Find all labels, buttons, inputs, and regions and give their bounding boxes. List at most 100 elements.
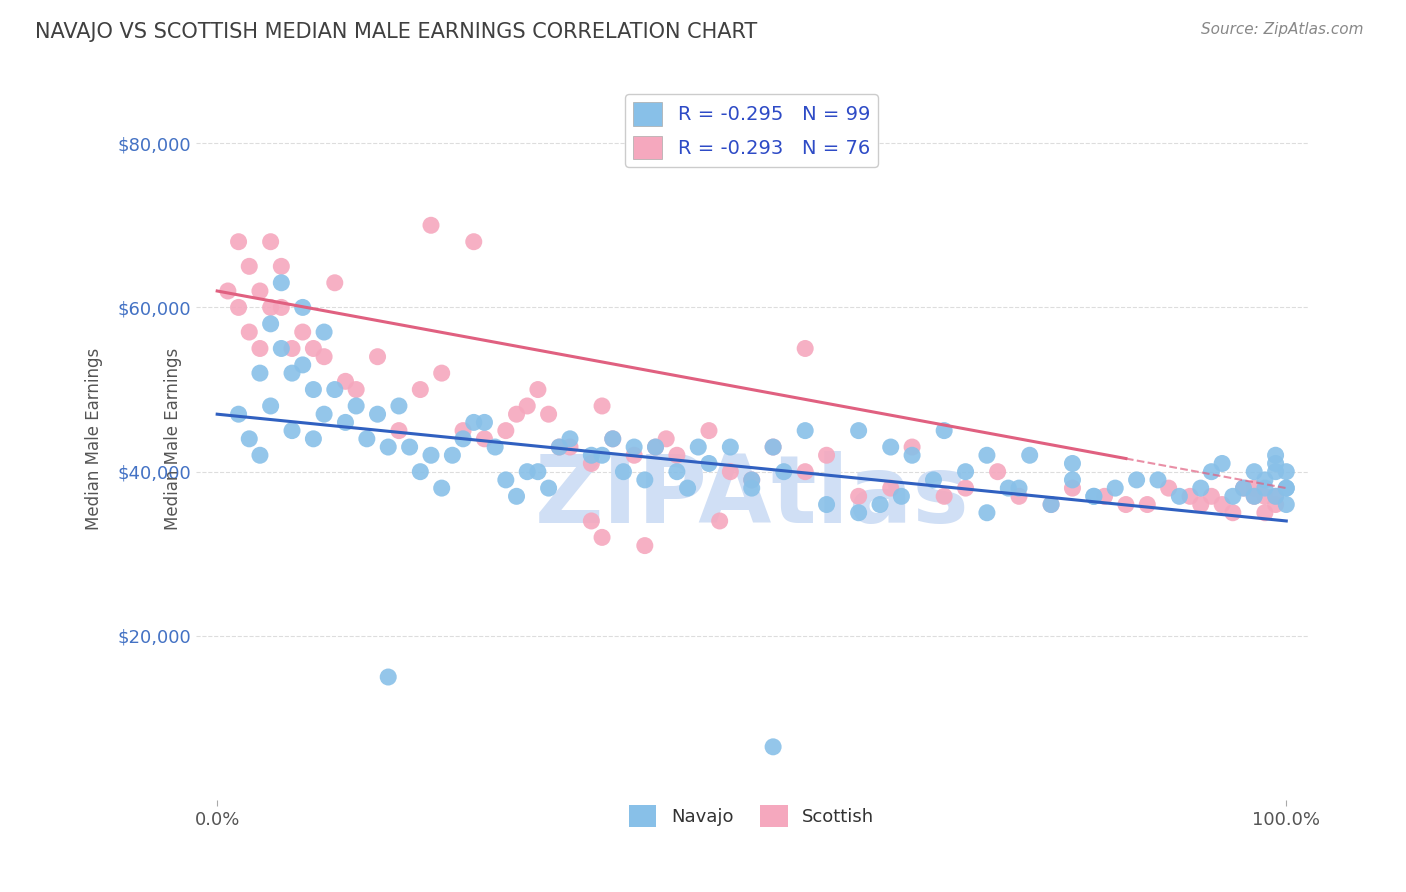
- Y-axis label: Median Male Earnings: Median Male Earnings: [165, 348, 181, 530]
- Point: [1264, 498, 1286, 512]
- Point: [1040, 498, 1063, 512]
- Point: [1189, 481, 1212, 495]
- Point: [934, 489, 956, 503]
- Point: [880, 481, 903, 495]
- Point: [495, 473, 517, 487]
- Point: [1018, 448, 1040, 462]
- Point: [1243, 465, 1265, 479]
- Point: [228, 407, 250, 421]
- Point: [1062, 457, 1084, 471]
- Point: [228, 235, 250, 249]
- Point: [409, 465, 432, 479]
- Point: [1211, 457, 1233, 471]
- Point: [356, 432, 378, 446]
- Point: [377, 440, 399, 454]
- Point: [302, 342, 325, 356]
- Point: [388, 424, 411, 438]
- Point: [314, 325, 336, 339]
- Point: [537, 407, 560, 421]
- Point: [612, 465, 634, 479]
- Point: [505, 407, 527, 421]
- Point: [602, 432, 624, 446]
- Point: [463, 235, 485, 249]
- Point: [1275, 481, 1298, 495]
- Point: [676, 481, 699, 495]
- Point: [291, 301, 314, 315]
- Point: [634, 539, 657, 553]
- Point: [1275, 465, 1298, 479]
- Point: [420, 219, 443, 233]
- Point: [688, 440, 710, 454]
- Point: [281, 366, 304, 380]
- Point: [815, 498, 838, 512]
- Point: [848, 489, 870, 503]
- Point: [314, 407, 336, 421]
- Point: [1008, 481, 1031, 495]
- Point: [1243, 489, 1265, 503]
- Point: [228, 301, 250, 315]
- Point: [1104, 481, 1126, 495]
- Point: [474, 432, 496, 446]
- Point: [335, 416, 357, 430]
- Point: [270, 260, 292, 274]
- Point: [1178, 489, 1201, 503]
- Point: [655, 432, 678, 446]
- Point: [249, 366, 271, 380]
- Point: [291, 358, 314, 372]
- Point: [1136, 498, 1159, 512]
- Point: [558, 440, 581, 454]
- Point: [537, 481, 560, 495]
- Point: [367, 407, 389, 421]
- Point: [794, 342, 817, 356]
- Point: [718, 440, 741, 454]
- Point: [644, 440, 666, 454]
- Point: [665, 465, 688, 479]
- Point: [1189, 498, 1212, 512]
- Point: [1062, 481, 1084, 495]
- Point: [302, 432, 325, 446]
- Point: [484, 440, 506, 454]
- Point: [451, 424, 474, 438]
- Point: [602, 432, 624, 446]
- Point: [259, 235, 281, 249]
- Point: [1157, 481, 1180, 495]
- Point: [249, 284, 271, 298]
- Point: [741, 473, 763, 487]
- Point: [1254, 506, 1277, 520]
- Point: [249, 342, 271, 356]
- Point: [718, 465, 741, 479]
- Point: [581, 448, 603, 462]
- Point: [623, 440, 645, 454]
- Point: [848, 424, 870, 438]
- Point: [922, 473, 945, 487]
- Point: [1211, 498, 1233, 512]
- Point: [1083, 489, 1105, 503]
- Point: [409, 383, 432, 397]
- Y-axis label: Median Male Earnings: Median Male Earnings: [86, 348, 103, 530]
- Point: [1264, 489, 1286, 503]
- Point: [1222, 506, 1244, 520]
- Point: [987, 465, 1010, 479]
- Point: [270, 342, 292, 356]
- Point: [1264, 489, 1286, 503]
- Point: [1243, 481, 1265, 495]
- Point: [581, 457, 603, 471]
- Point: [1254, 473, 1277, 487]
- Point: [238, 325, 260, 339]
- Point: [794, 465, 817, 479]
- Point: [1040, 498, 1063, 512]
- Point: [955, 465, 977, 479]
- Point: [281, 424, 304, 438]
- Point: [441, 448, 464, 462]
- Point: [1201, 465, 1223, 479]
- Point: [762, 739, 785, 754]
- Point: [623, 448, 645, 462]
- Point: [388, 399, 411, 413]
- Point: [314, 350, 336, 364]
- Point: [591, 530, 613, 544]
- Point: [495, 424, 517, 438]
- Point: [1254, 481, 1277, 495]
- Point: [762, 440, 785, 454]
- Point: [762, 440, 785, 454]
- Point: [430, 366, 453, 380]
